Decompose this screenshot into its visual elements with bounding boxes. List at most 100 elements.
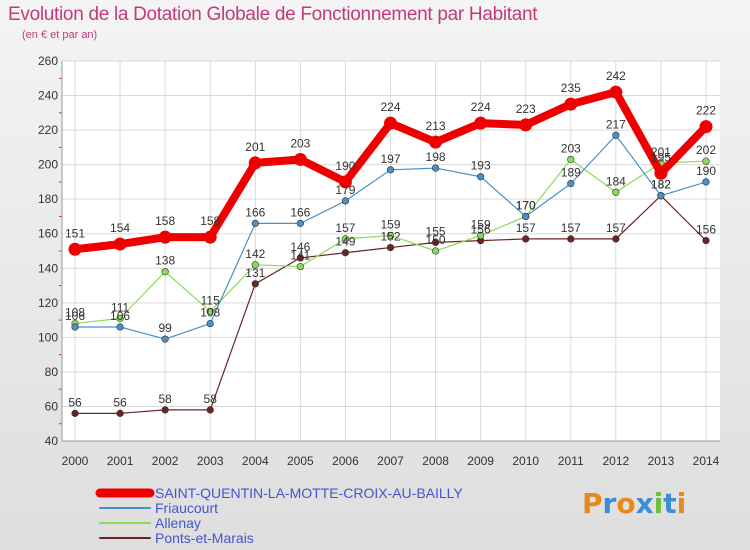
y-tick-label: 240 (38, 89, 58, 103)
data-label: 159 (471, 217, 491, 231)
data-label: 146 (290, 240, 310, 254)
data-label: 149 (335, 235, 355, 249)
y-tick-label: 160 (38, 227, 58, 241)
data-point (612, 188, 620, 196)
legend-item-label: Friaucourt (155, 500, 219, 516)
data-label: 115 (201, 293, 220, 307)
data-label: 156 (471, 223, 491, 237)
logo-letter: x (635, 487, 654, 520)
data-label: 195 (651, 150, 671, 164)
x-tick-label: 2000 (62, 454, 89, 468)
data-label: 154 (110, 221, 130, 235)
data-label: 58 (158, 392, 172, 406)
y-tick-label: 180 (38, 192, 58, 206)
data-point (206, 406, 214, 414)
data-label: 179 (335, 183, 355, 197)
data-point (251, 219, 259, 227)
data-label: 201 (245, 140, 265, 154)
data-label: 108 (200, 306, 220, 320)
y-tick-label: 200 (38, 158, 58, 172)
data-point (296, 262, 304, 271)
x-tick-label: 2004 (242, 454, 269, 468)
data-point (203, 230, 217, 244)
legend-item-label: SAINT-QUENTIN-LA-MOTTE-CROIX-AU-BAILLY (155, 485, 463, 501)
data-label: 141 (290, 249, 310, 263)
data-point (522, 235, 530, 243)
data-point (161, 268, 169, 276)
y-tick-label: 260 (38, 54, 58, 68)
data-point (386, 243, 395, 252)
proxiti-logo: Proxiti (582, 487, 686, 520)
x-tick-label: 2009 (467, 454, 494, 468)
data-label: 201 (651, 145, 671, 159)
data-point (161, 406, 169, 414)
data-point (567, 155, 575, 164)
y-tick-label: 100 (38, 330, 58, 344)
data-label: 158 (155, 214, 175, 228)
data-label: 182 (651, 178, 671, 192)
data-point (296, 219, 304, 227)
data-point (251, 280, 259, 288)
y-tick-label: 220 (38, 123, 58, 137)
data-point (567, 180, 575, 188)
x-tick-label: 2013 (648, 454, 675, 468)
data-label: 242 (606, 69, 626, 83)
data-point (519, 118, 533, 132)
data-label: 190 (696, 164, 716, 178)
data-point (116, 323, 124, 331)
data-label: 152 (380, 230, 400, 244)
data-point (158, 230, 172, 244)
data-point (657, 192, 665, 200)
data-label: 213 (426, 119, 446, 133)
data-label: 198 (426, 150, 446, 164)
data-label: 223 (516, 102, 536, 116)
series-layer (68, 85, 713, 417)
data-point (341, 249, 350, 257)
data-label: 202 (696, 143, 716, 157)
data-label: 157 (516, 221, 536, 235)
data-label: 106 (110, 309, 130, 323)
data-label: 193 (471, 159, 491, 173)
logo-letter: o (616, 487, 636, 520)
legend-item-label: Allenay (155, 515, 201, 531)
x-tick-label: 2003 (197, 454, 224, 468)
data-label: 138 (155, 254, 175, 268)
data-label: 190 (335, 159, 355, 173)
x-tick-label: 2012 (603, 454, 630, 468)
data-label: 224 (471, 100, 491, 114)
data-label: 157 (561, 221, 581, 235)
data-point (612, 131, 620, 139)
data-label: 142 (245, 247, 265, 261)
axis-layer: 40 60 80 100 120 140 160 180 200 220 240 260 2000 200… (38, 54, 720, 468)
x-tick-label: 2002 (152, 454, 179, 468)
data-point (702, 157, 710, 165)
data-point (386, 166, 395, 174)
data-label: 170 (516, 198, 536, 212)
data-label: 157 (335, 221, 355, 235)
data-point (477, 231, 485, 240)
data-point (567, 235, 575, 243)
data-label: 106 (65, 309, 85, 323)
data-point (429, 135, 443, 149)
x-tick-label: 2001 (107, 454, 134, 468)
data-label: 156 (696, 223, 716, 237)
data-point (251, 261, 259, 269)
data-label: 56 (68, 395, 82, 409)
x-tick-label: 2010 (512, 454, 539, 468)
data-point (609, 85, 623, 99)
logo-letter: t (663, 487, 677, 520)
y-tick-label: 80 (45, 365, 59, 379)
logo-letter: i (653, 487, 664, 520)
data-point (116, 409, 124, 417)
data-label: 108 (65, 306, 85, 320)
data-label: 158 (200, 214, 220, 228)
legend-layer (95, 488, 155, 539)
data-point (474, 116, 488, 130)
data-label: 150 (426, 233, 446, 247)
data-point (702, 178, 710, 186)
data-point (431, 164, 440, 172)
data-point (386, 231, 395, 240)
data-point (113, 237, 127, 251)
x-tick-label: 2011 (558, 454, 584, 468)
